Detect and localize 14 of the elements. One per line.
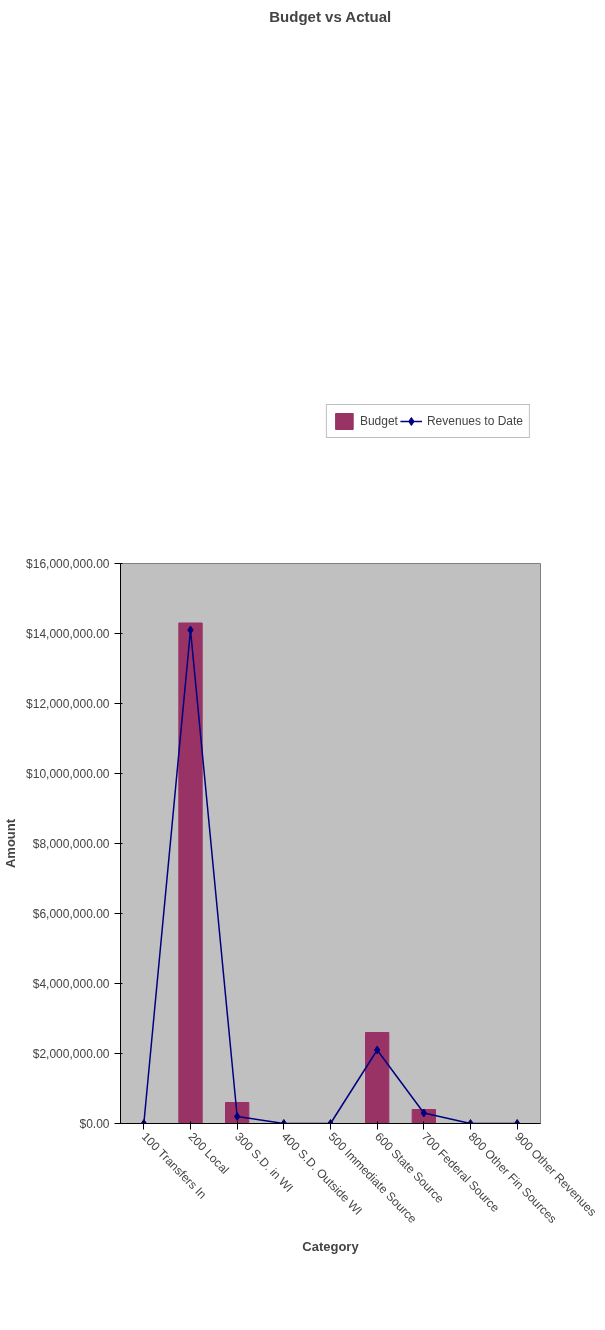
x-axis-title: Category <box>302 1238 360 1254</box>
y-tick-label: $4,000,000.00 <box>32 976 110 991</box>
y-tick-label: $14,000,000.00 <box>26 626 110 641</box>
y-tick-label: $10,000,000.00 <box>26 766 110 781</box>
chart-title: Budget vs Actual <box>269 7 392 25</box>
y-tick-label: $6,000,000.00 <box>32 906 110 921</box>
y-tick-label: $8,000,000.00 <box>32 836 110 851</box>
y-tick-label: $0.00 <box>79 1116 110 1131</box>
legend-label: Revenues to Date <box>426 414 523 428</box>
y-axis-title: Amount <box>3 818 19 869</box>
y-tick-label: $12,000,000.00 <box>26 696 110 711</box>
y-tick-label: $16,000,000.00 <box>26 556 110 571</box>
y-tick-label: $2,000,000.00 <box>32 1046 110 1061</box>
legend-label: Budget <box>359 414 398 428</box>
